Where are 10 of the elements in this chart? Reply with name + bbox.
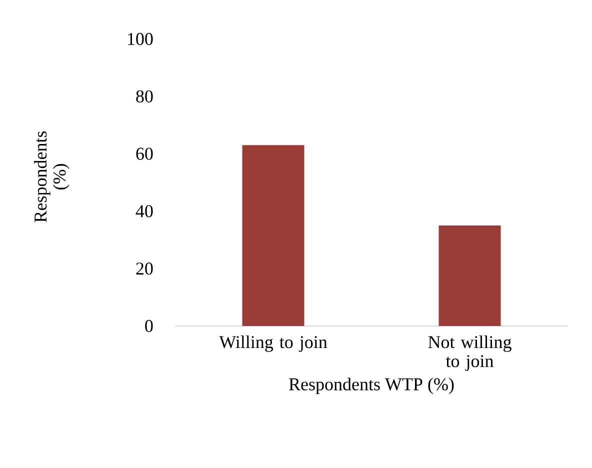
y-tick-label: 20 <box>136 262 153 275</box>
x-tick-label: Not willing to join <box>428 336 512 371</box>
y-tick-label: 100 <box>128 32 153 46</box>
y-axis-title: Respondents (%) <box>34 131 70 222</box>
y-tick-label: 60 <box>136 148 153 160</box>
y-tick-label: 80 <box>136 90 153 102</box>
x-axis-title: Respondents WTP (%) <box>289 378 454 394</box>
y-tick-label: 40 <box>136 205 153 218</box>
x-tick-label: Willing to join <box>219 336 328 352</box>
y-tick-label: 0 <box>145 320 153 332</box>
